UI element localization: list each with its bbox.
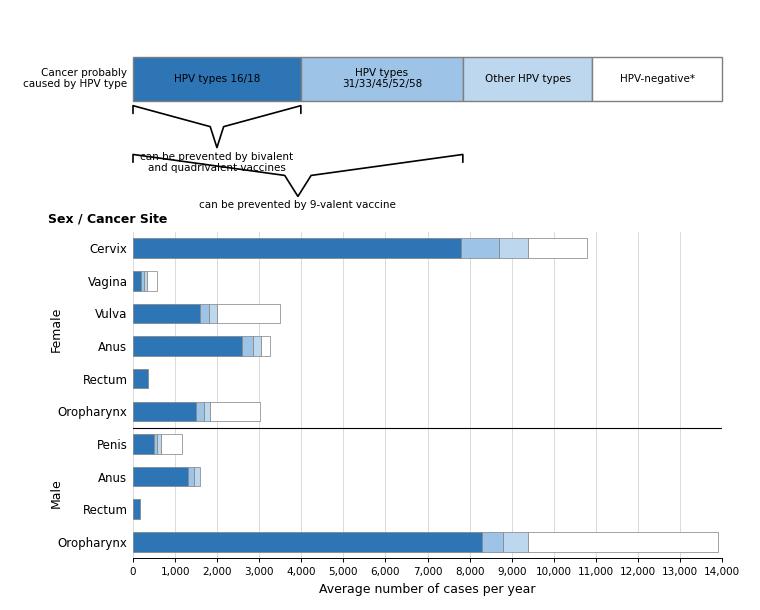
Bar [253,336,261,356]
Bar [194,467,200,486]
Bar [209,304,217,323]
Bar [188,467,194,486]
Text: HPV-negative*: HPV-negative* [619,74,695,84]
Bar [147,271,157,290]
Bar [133,401,196,421]
FancyBboxPatch shape [301,57,463,101]
Text: Male: Male [50,478,63,508]
Bar [144,271,147,290]
FancyBboxPatch shape [463,57,593,101]
Bar [133,271,141,290]
Text: Other HPV types: Other HPV types [485,74,571,84]
Bar [196,401,204,421]
FancyBboxPatch shape [133,57,301,101]
Text: Sex / Cancer Site: Sex / Cancer Site [48,212,167,225]
Bar [133,239,461,258]
Bar [201,304,209,323]
Text: Cancer probably
caused by HPV type: Cancer probably caused by HPV type [23,68,127,90]
Bar [133,532,482,551]
Bar [133,369,147,389]
Bar [261,336,270,356]
Text: Female: Female [50,307,63,353]
Bar [133,434,154,454]
Bar [141,271,144,290]
Bar [499,239,528,258]
Bar [133,500,140,519]
Bar [503,532,528,551]
X-axis label: Average number of cases per year: Average number of cases per year [319,583,536,596]
Text: HPV types
31/33/45/52/58: HPV types 31/33/45/52/58 [342,68,422,90]
Bar [528,239,587,258]
Text: HPV types 16/18: HPV types 16/18 [174,74,260,84]
Bar [482,532,503,551]
Text: can be prevented by bivalent
and quadrivalent vaccines: can be prevented by bivalent and quadriv… [141,151,293,173]
Bar [157,434,161,454]
Bar [154,434,157,454]
Bar [133,304,201,323]
Bar [217,304,280,323]
Bar [242,336,253,356]
Bar [133,336,242,356]
Bar [210,401,261,421]
FancyBboxPatch shape [593,57,722,101]
Text: can be prevented by 9-valent vaccine: can be prevented by 9-valent vaccine [199,200,397,210]
Bar [528,532,717,551]
Bar [204,401,210,421]
Bar [133,467,188,486]
Bar [461,239,499,258]
Bar [161,434,182,454]
